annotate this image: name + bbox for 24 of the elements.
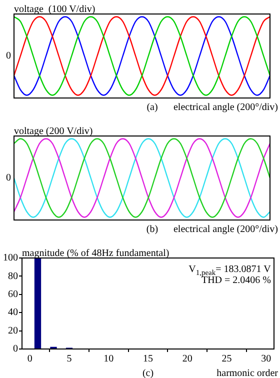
y-tick-label: 0	[13, 344, 18, 355]
y-tick-label: 40	[8, 307, 18, 318]
x-tick-label: 10	[104, 354, 114, 365]
y-tick-label: 100	[3, 252, 18, 264]
x-axis-title: electrical angle (200°/div)	[173, 224, 278, 235]
annotation: THD = 2.0406 %	[201, 275, 272, 286]
x-tick-label: 20	[182, 354, 192, 365]
x-axis-title: harmonic order	[216, 368, 279, 378]
x-tick-label: 0	[27, 354, 32, 365]
bar	[34, 258, 42, 349]
text: (c)	[142, 368, 154, 378]
x-axis-title: electrical angle (200°/div)	[173, 102, 278, 113]
y-axis-title: magnitude (% of 48Hz fundamental)	[22, 248, 170, 259]
x-tick-label: 30	[261, 354, 272, 365]
y-tick-label: 80	[8, 270, 18, 282]
y-axis-title: voltage (100 V/div)	[14, 4, 96, 15]
x-tick-label: 25	[222, 354, 232, 365]
x-tick-label: 5	[66, 354, 72, 365]
text: (b)	[146, 224, 158, 235]
text: (a)	[146, 102, 158, 113]
y-tick-label: 20	[8, 325, 18, 336]
y-tick-label: 60	[8, 289, 18, 300]
y-axis-title: voltage (200 V/div)	[14, 126, 93, 137]
x-tick-label: 15	[143, 354, 153, 365]
